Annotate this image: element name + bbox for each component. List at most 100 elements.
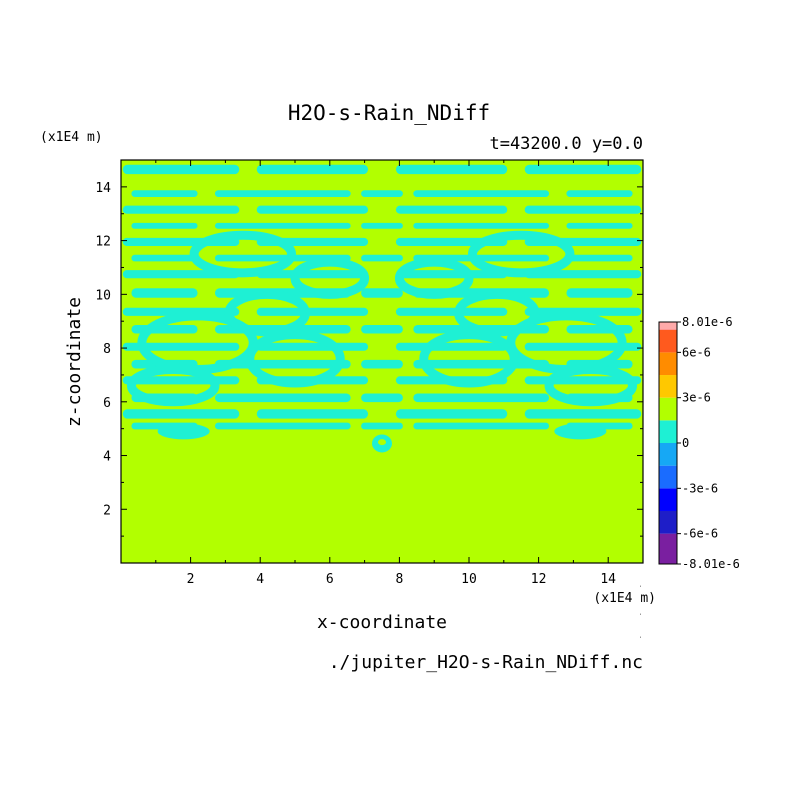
negative-band bbox=[361, 288, 403, 298]
x-tick-label: 6 bbox=[326, 572, 334, 587]
negative-band bbox=[524, 342, 642, 351]
negative-band bbox=[214, 422, 351, 430]
x-tick-label: 4 bbox=[256, 572, 264, 587]
colorbar-segment bbox=[659, 533, 677, 564]
colorbar-segment bbox=[659, 329, 677, 353]
negative-band bbox=[131, 288, 198, 298]
negative-band bbox=[395, 342, 508, 351]
negative-band bbox=[122, 164, 240, 175]
x-axis-unit: (x1E4 m) bbox=[593, 591, 656, 606]
x-axis-ticks: 2 4 6 8 10 12 14 bbox=[155, 160, 616, 587]
edge-lobe bbox=[554, 423, 607, 440]
negative-band bbox=[413, 393, 550, 403]
x-axis-label: x-coordinate bbox=[317, 612, 447, 633]
negative-swirl bbox=[419, 330, 519, 388]
x-tick-label: 10 bbox=[461, 572, 477, 587]
colorbar-segment bbox=[659, 322, 677, 330]
marker-dot: ˙ bbox=[638, 613, 643, 622]
colorbar-segment bbox=[659, 488, 677, 511]
negative-swirl bbox=[224, 289, 310, 337]
x-tick-label: 14 bbox=[600, 572, 616, 587]
negative-swirl bbox=[467, 230, 575, 278]
negative-band bbox=[361, 254, 403, 262]
y-axis-ticks: 2 4 6 8 10 12 14 bbox=[95, 181, 643, 537]
colorbar-tick-label: -3e-6 bbox=[682, 481, 718, 495]
colorbar-tick-label: 6e-6 bbox=[682, 345, 711, 359]
negative-band bbox=[214, 393, 351, 403]
colorbar-tick-label: 3e-6 bbox=[682, 391, 711, 405]
colorbar-tick-label: 8.01e-6 bbox=[682, 315, 733, 329]
heatmap-plot-area bbox=[120, 159, 644, 564]
negative-band bbox=[413, 422, 550, 430]
negative-band bbox=[361, 359, 403, 369]
y-tick-label: 10 bbox=[95, 288, 111, 303]
negative-band bbox=[256, 270, 369, 279]
negative-band bbox=[256, 307, 369, 316]
negative-band bbox=[122, 342, 240, 351]
plot-frame bbox=[120, 159, 644, 564]
negative-swirl bbox=[454, 289, 540, 337]
y-tick-label: 4 bbox=[103, 450, 111, 465]
negative-band bbox=[395, 307, 508, 316]
negative-band bbox=[361, 324, 403, 334]
negative-band bbox=[395, 205, 508, 214]
y-tick-label: 14 bbox=[95, 181, 111, 196]
negative-band bbox=[256, 342, 369, 351]
negative-band bbox=[566, 222, 633, 229]
colorbar-segment bbox=[659, 510, 677, 534]
colorbar-segment bbox=[659, 375, 677, 398]
negative-band bbox=[395, 409, 508, 419]
colorbar-segment bbox=[659, 420, 677, 443]
colorbar-tick-label: -8.01e-6 bbox=[682, 557, 740, 571]
colorbar-tick-label: -6e-6 bbox=[682, 527, 718, 541]
colorbar-tick-label: 0 bbox=[682, 436, 689, 450]
negative-band bbox=[214, 190, 351, 197]
y-tick-label: 12 bbox=[95, 235, 111, 250]
negative-swirl bbox=[544, 365, 638, 407]
x-tick-label: 8 bbox=[395, 572, 403, 587]
source-file-label: ./jupiter_H2O-s-Rain_NDiff.nc bbox=[329, 652, 643, 673]
negative-band bbox=[566, 254, 633, 262]
negative-swirl bbox=[245, 330, 345, 388]
y-axis-unit: (x1E4 m) bbox=[40, 130, 103, 145]
negative-band bbox=[122, 205, 240, 214]
negative-band bbox=[131, 254, 198, 262]
negative-band bbox=[361, 422, 403, 430]
negative-band bbox=[131, 190, 198, 197]
colorbar-segment bbox=[659, 352, 677, 376]
edge-lobe bbox=[157, 423, 210, 440]
colorbar-segment bbox=[659, 443, 677, 466]
negative-band bbox=[395, 164, 508, 175]
colorbar: 8.01e-6 6e-6 3e-6 0 -3e-6 -6e-6 -8.01e-6 bbox=[658, 315, 740, 571]
negative-band bbox=[361, 222, 403, 229]
negative-band bbox=[214, 222, 351, 229]
y-axis-label: z-coordinate bbox=[64, 297, 85, 427]
negative-band bbox=[361, 393, 403, 403]
negative-band bbox=[413, 222, 550, 229]
marker-dot: ˙ bbox=[638, 585, 643, 594]
heatmap-negative-bands bbox=[122, 164, 642, 453]
marker-dot: ˙ bbox=[638, 636, 643, 645]
negative-band bbox=[122, 409, 240, 419]
negative-band bbox=[395, 270, 508, 279]
swirl-group bbox=[126, 230, 638, 453]
y-tick-label: 8 bbox=[103, 342, 111, 357]
y-tick-label: 2 bbox=[103, 503, 111, 518]
negative-band bbox=[256, 164, 369, 175]
colorbar-segment bbox=[659, 465, 677, 489]
negative-band bbox=[524, 205, 642, 214]
negative-band bbox=[524, 164, 642, 175]
negative-band bbox=[131, 222, 198, 229]
chart-subtitle: t=43200.0 y=0.0 bbox=[489, 134, 643, 154]
negative-swirl bbox=[290, 257, 370, 299]
negative-band bbox=[361, 190, 403, 197]
x-tick-label: 2 bbox=[187, 572, 195, 587]
center-blob-core bbox=[378, 439, 386, 446]
negative-band bbox=[566, 288, 633, 298]
colorbar-segment bbox=[659, 397, 677, 421]
negative-band bbox=[256, 409, 369, 419]
y-tick-label: 6 bbox=[103, 396, 111, 411]
negative-swirl bbox=[189, 230, 297, 278]
negative-swirl bbox=[126, 365, 220, 407]
